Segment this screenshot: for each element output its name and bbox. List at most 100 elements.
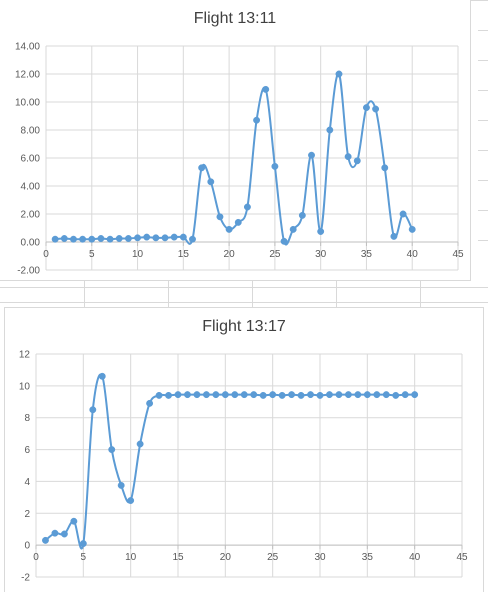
data-point[interactable] bbox=[165, 391, 172, 399]
data-point[interactable] bbox=[354, 391, 362, 399]
data-point[interactable] bbox=[174, 391, 182, 399]
data-point[interactable] bbox=[170, 233, 178, 241]
x-tick-label: 30 bbox=[315, 249, 327, 260]
sheet-gridline bbox=[470, 0, 488, 1]
data-point[interactable] bbox=[382, 391, 390, 399]
data-point[interactable] bbox=[42, 536, 49, 544]
data-point[interactable] bbox=[289, 225, 297, 233]
data-point[interactable] bbox=[307, 391, 314, 399]
data-point[interactable] bbox=[243, 203, 251, 211]
data-point[interactable] bbox=[316, 391, 324, 399]
data-point[interactable] bbox=[108, 446, 116, 454]
data-point[interactable] bbox=[221, 391, 229, 399]
data-point[interactable] bbox=[225, 225, 233, 233]
data-point[interactable] bbox=[240, 391, 248, 399]
data-point[interactable] bbox=[115, 235, 123, 242]
chart-flight-1311[interactable]: Flight 13:11 -2.00 0.00 2.00 4.00 6.00 8.00 10… bbox=[0, 0, 471, 281]
data-point[interactable] bbox=[143, 233, 151, 241]
data-point[interactable] bbox=[297, 391, 305, 399]
y-tick-label: 2 bbox=[24, 509, 30, 520]
data-point[interactable] bbox=[363, 391, 371, 399]
data-point[interactable] bbox=[353, 157, 361, 165]
y-tick-label: 12.00 bbox=[15, 70, 40, 81]
data-point[interactable] bbox=[98, 372, 106, 380]
data-point[interactable] bbox=[335, 391, 343, 399]
data-point[interactable] bbox=[234, 218, 242, 226]
data-point[interactable] bbox=[411, 391, 419, 399]
data-point[interactable] bbox=[335, 70, 343, 78]
data-point[interactable] bbox=[207, 178, 215, 186]
data-point[interactable] bbox=[373, 391, 381, 399]
sheet-gridline bbox=[478, 90, 488, 91]
data-point[interactable] bbox=[70, 517, 78, 525]
y-tick-label: 6 bbox=[24, 445, 30, 456]
data-point[interactable] bbox=[259, 391, 267, 399]
data-point[interactable] bbox=[136, 440, 144, 448]
data-point[interactable] bbox=[51, 235, 59, 243]
data-point[interactable] bbox=[250, 391, 258, 399]
data-point[interactable] bbox=[216, 213, 224, 221]
data-point[interactable] bbox=[344, 391, 352, 399]
data-point[interactable] bbox=[198, 164, 206, 172]
x-tick-label: 10 bbox=[132, 249, 144, 260]
y-tick-label: 10 bbox=[19, 381, 31, 392]
sheet-gridline bbox=[478, 240, 488, 241]
data-point[interactable] bbox=[401, 391, 409, 399]
y-tick-label: 10.00 bbox=[15, 98, 40, 109]
data-point[interactable] bbox=[271, 162, 279, 170]
data-point[interactable] bbox=[262, 85, 270, 93]
x-tick-label: 35 bbox=[361, 249, 373, 260]
chart-flight-1317[interactable]: Flight 13:17 -2 0 2 4 6 8 10 12 0 5 10 15 20 25 30 35 40… bbox=[4, 307, 484, 592]
data-point[interactable] bbox=[97, 235, 105, 242]
data-point[interactable] bbox=[253, 116, 261, 124]
data-point[interactable] bbox=[278, 391, 286, 399]
data-point[interactable] bbox=[127, 497, 135, 504]
data-point[interactable] bbox=[308, 151, 315, 159]
data-point[interactable] bbox=[51, 529, 59, 537]
data-point[interactable] bbox=[146, 399, 154, 407]
data-point[interactable] bbox=[179, 233, 187, 241]
data-point[interactable] bbox=[155, 391, 163, 399]
x-tick-label: 20 bbox=[224, 249, 236, 260]
data-point[interactable] bbox=[60, 530, 68, 538]
data-point[interactable] bbox=[161, 234, 169, 242]
data-point[interactable] bbox=[372, 105, 380, 113]
data-point[interactable] bbox=[134, 234, 142, 242]
data-point[interactable] bbox=[60, 235, 68, 242]
data-point[interactable] bbox=[124, 235, 132, 242]
data-point[interactable] bbox=[298, 211, 306, 219]
data-point[interactable] bbox=[280, 237, 288, 245]
x-tick-label: 0 bbox=[33, 552, 39, 563]
data-point[interactable] bbox=[231, 391, 239, 399]
data-point[interactable] bbox=[184, 391, 191, 399]
sheet-gridline bbox=[478, 30, 488, 31]
data-point[interactable] bbox=[106, 235, 114, 243]
data-point[interactable] bbox=[390, 232, 398, 240]
sheet-gridline bbox=[478, 210, 488, 211]
data-point[interactable] bbox=[317, 228, 325, 235]
data-point[interactable] bbox=[408, 225, 416, 233]
data-point[interactable] bbox=[189, 235, 196, 243]
data-point[interactable] bbox=[70, 235, 77, 243]
data-point[interactable] bbox=[399, 210, 407, 218]
data-point[interactable] bbox=[392, 391, 400, 399]
data-point[interactable] bbox=[362, 104, 370, 112]
data-point[interactable] bbox=[79, 235, 87, 243]
data-point[interactable] bbox=[326, 126, 334, 134]
data-point[interactable] bbox=[88, 235, 96, 243]
data-point[interactable] bbox=[202, 391, 210, 399]
data-point[interactable] bbox=[152, 234, 160, 242]
data-point[interactable] bbox=[117, 481, 125, 489]
data-point[interactable] bbox=[269, 391, 277, 399]
chart-title: Flight 13:17 bbox=[202, 318, 286, 335]
data-point[interactable] bbox=[79, 540, 87, 548]
chart-title: Flight 13:11 bbox=[193, 10, 277, 27]
y-tick-label: -2 bbox=[21, 573, 30, 584]
data-point[interactable] bbox=[89, 406, 97, 414]
data-point[interactable] bbox=[326, 391, 333, 399]
data-point[interactable] bbox=[344, 153, 352, 161]
data-point[interactable] bbox=[288, 391, 296, 399]
data-point[interactable] bbox=[212, 391, 220, 399]
data-point[interactable] bbox=[193, 391, 201, 399]
data-point[interactable] bbox=[381, 164, 389, 172]
